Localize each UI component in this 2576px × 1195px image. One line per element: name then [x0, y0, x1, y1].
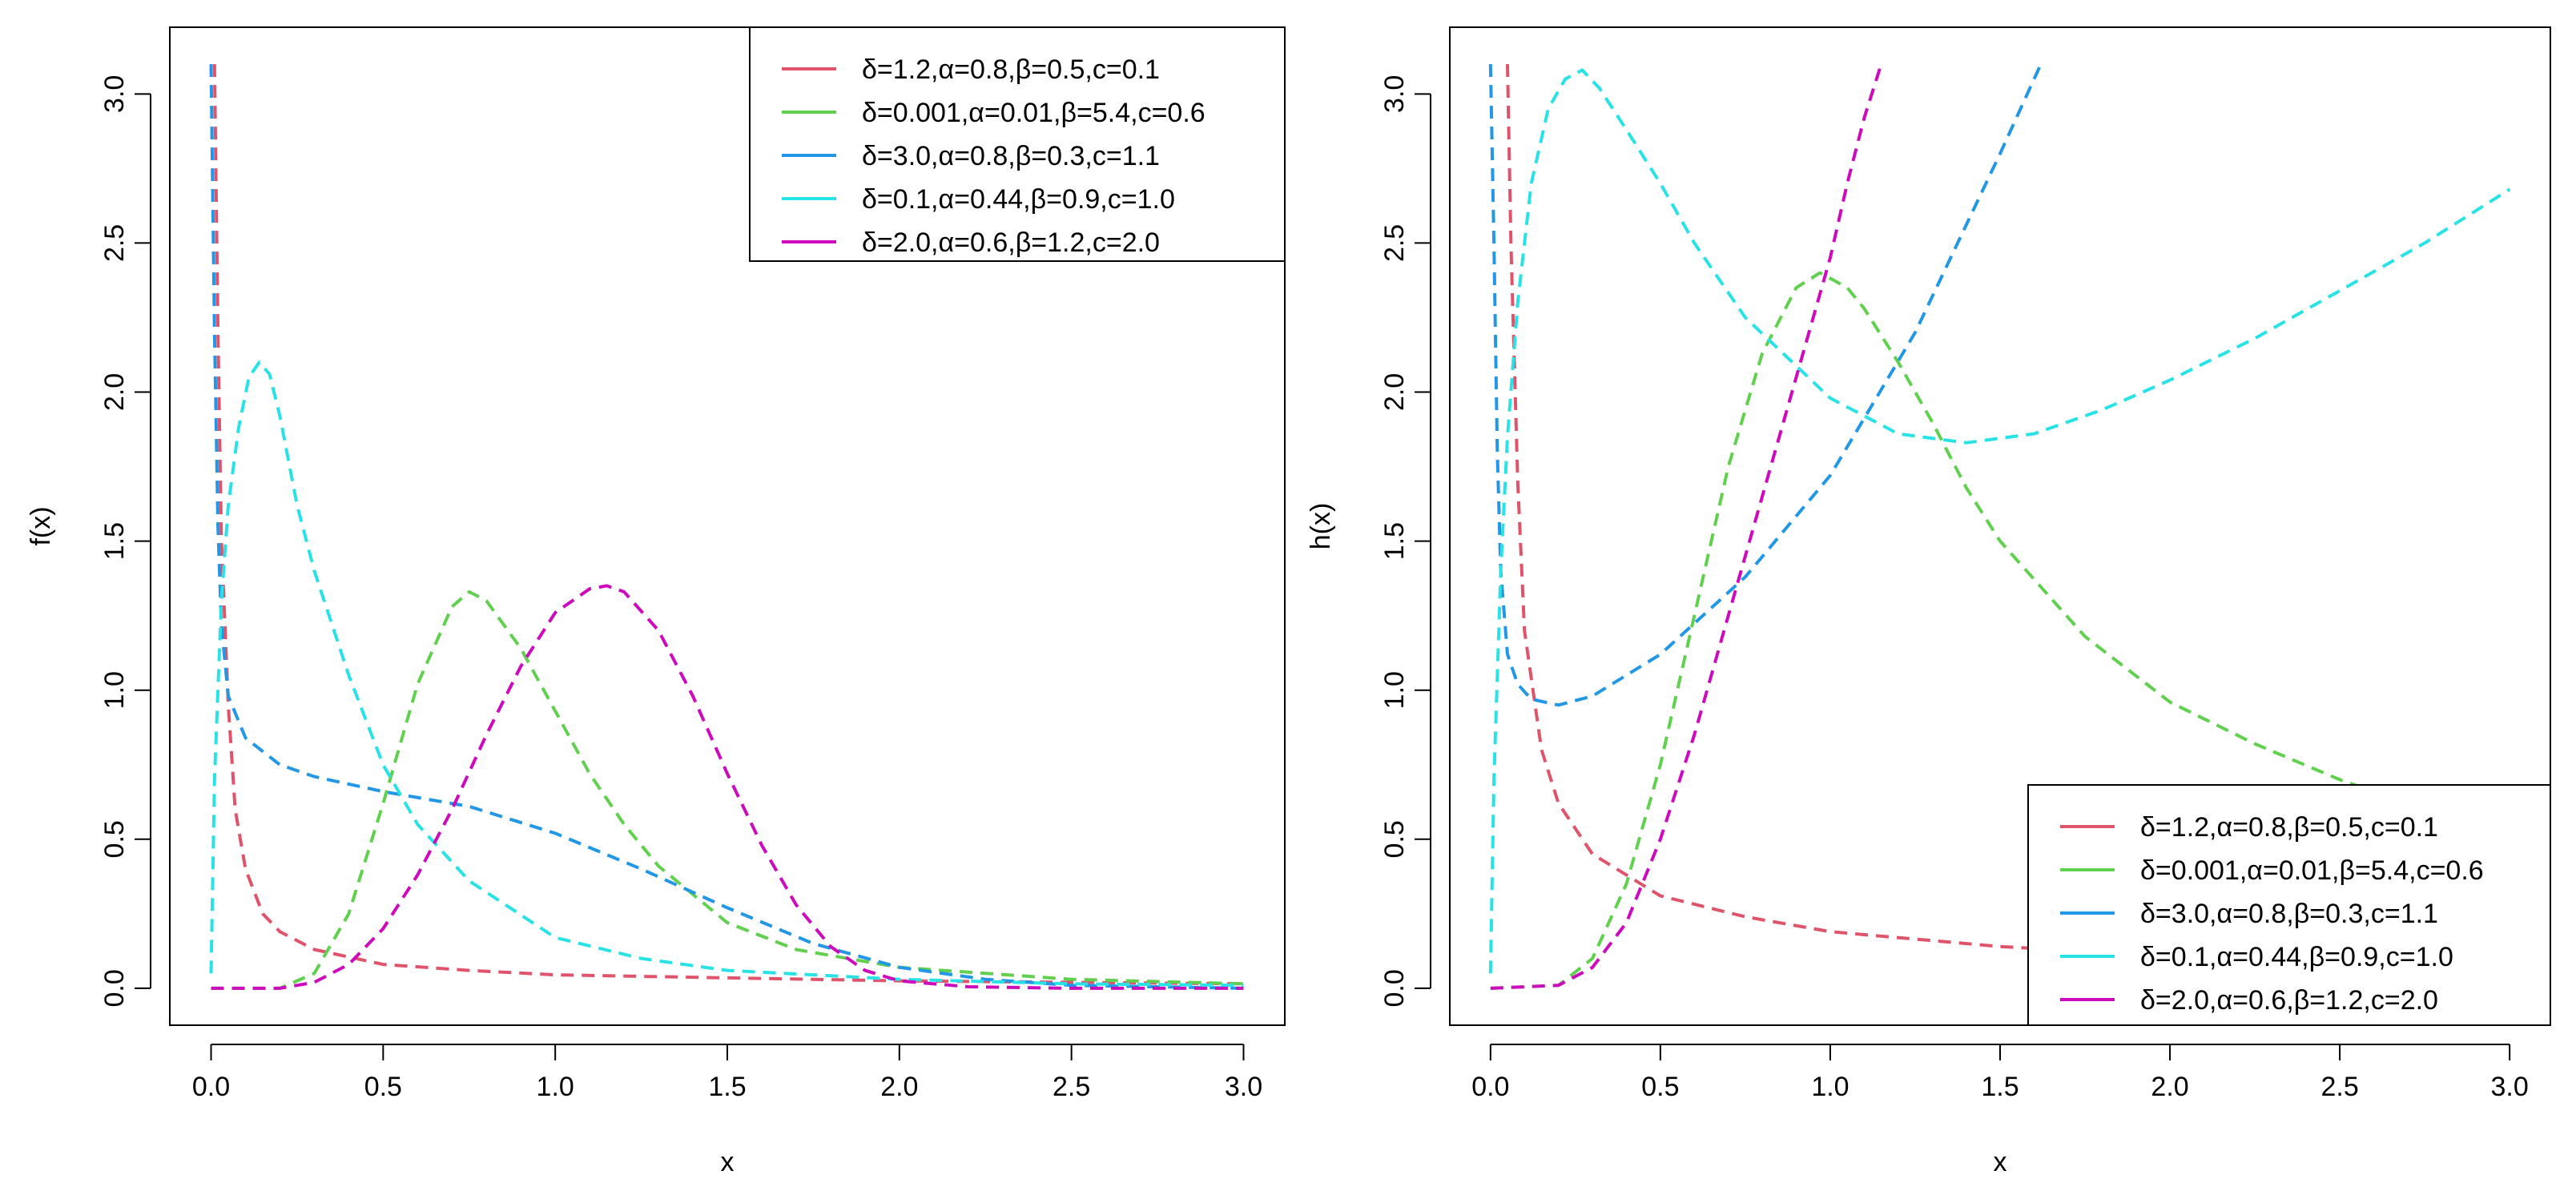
x-tick-label: 3.0 [2491, 1072, 2529, 1102]
plot-frame [1449, 26, 2551, 1026]
legend-label: δ=0.001,α=0.01,β=5.4,c=0.6 [2140, 855, 2484, 886]
x-tick-label: 1.5 [1981, 1072, 2019, 1102]
x-tick-label: 1.5 [708, 1072, 746, 1102]
series-line-1 [1506, 64, 2510, 968]
legend-label: δ=1.2,α=0.8,β=0.5,c=0.1 [2140, 812, 2438, 843]
x-tick-label: 0.5 [1641, 1072, 1679, 1102]
legend-label: δ=0.1,α=0.44,β=0.9,c=1.0 [862, 184, 1175, 215]
series-curves [1488, 63, 2511, 990]
x-tick-label: 0.5 [364, 1072, 402, 1102]
y-tick-label: 0.0 [99, 969, 130, 1007]
x-axis-title: x [1994, 1147, 2007, 1177]
x-tick-label: 2.5 [2320, 1072, 2358, 1102]
x-axis-title: x [721, 1147, 735, 1177]
legend-label: δ=1.2,α=0.8,β=0.5,c=0.1 [862, 54, 1160, 85]
x-tick-label: 3.0 [1225, 1072, 1262, 1102]
x-tick-label: 1.0 [1811, 1072, 1849, 1102]
y-tick-label: 1.5 [99, 522, 130, 560]
x-tick-label: 0.0 [192, 1072, 230, 1102]
y-tick-label: 1.5 [1379, 522, 1410, 560]
legend-label: δ=2.0,α=0.6,β=1.2,c=2.0 [862, 227, 1160, 258]
y-tick-label: 0.5 [99, 820, 130, 858]
series-curves [209, 64, 1244, 990]
series-line-4 [209, 360, 1244, 988]
density-panel: 0.0 0.5 1.0 1.5 2.0 2.5 3.0 0.0 0.5 1.0 1.5 2.0 2.5 3… [26, 26, 1286, 1177]
series-line-2 [1490, 271, 2510, 990]
y-axis-title: f(x) [26, 506, 56, 545]
legend-label: δ=0.1,α=0.44,β=0.9,c=1.0 [2140, 942, 2453, 972]
series-line-5 [1490, 63, 1883, 990]
y-tick-label: 1.0 [99, 671, 130, 709]
x-tick-label: 2.0 [880, 1072, 918, 1102]
series-line-2 [211, 589, 1244, 990]
plot-frame [169, 26, 1286, 1026]
series-line-5 [211, 584, 1244, 990]
series-line-4 [1488, 68, 2511, 974]
legend-label: δ=2.0,α=0.6,β=1.2,c=2.0 [2140, 985, 2438, 1016]
legend-label: δ=3.0,α=0.8,β=0.3,c=1.1 [2140, 899, 2438, 929]
series-line-3 [1488, 63, 2043, 707]
y-tick-label: 1.0 [1379, 671, 1410, 709]
legend-label: δ=3.0,α=0.8,β=0.3,c=1.1 [862, 141, 1160, 171]
series-line-1 [212, 64, 1244, 986]
y-tick-label: 2.5 [99, 224, 130, 262]
legend-box [2027, 784, 2551, 1026]
y-tick-label: 2.0 [99, 373, 130, 411]
legend-box [749, 26, 1286, 262]
y-axis-title: h(x) [1306, 503, 1336, 550]
x-tick-label: 2.0 [2151, 1072, 2188, 1102]
hazard-panel: 0.0 0.5 1.0 1.5 2.0 2.5 3.0 0.0 0.5 1.0 1.5 2.0 2.5 3… [1306, 26, 2551, 1177]
y-tick-label: 3.0 [99, 75, 130, 113]
y-tick-label: 0.0 [1379, 969, 1410, 1007]
y-tick-label: 0.5 [1379, 820, 1410, 858]
y-tick-label: 2.5 [1379, 224, 1410, 262]
legend: δ=1.2,α=0.8,β=0.5,c=0.1 δ=0.001,α=0.01,β=… [749, 26, 1286, 262]
legend-label: δ=0.001,α=0.01,β=5.4,c=0.6 [862, 98, 1205, 128]
x-tick-label: 0.0 [1471, 1072, 1509, 1102]
y-tick-label: 3.0 [1379, 75, 1410, 113]
x-tick-label: 1.0 [537, 1072, 574, 1102]
legend: δ=1.2,α=0.8,β=0.5,c=0.1 δ=0.001,α=0.01,β=… [2027, 784, 2551, 1026]
y-tick-label: 2.0 [1379, 373, 1410, 411]
x-tick-label: 2.5 [1053, 1072, 1090, 1102]
